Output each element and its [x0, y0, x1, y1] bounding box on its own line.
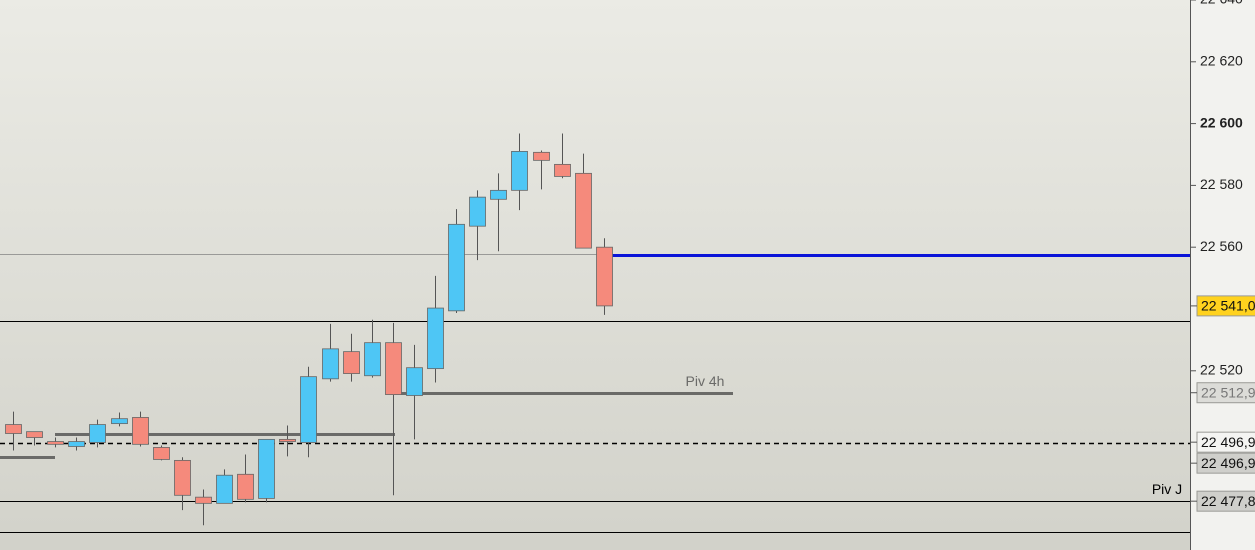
candle-body — [364, 342, 381, 377]
price-tag-label: 22 477,8 — [1201, 493, 1255, 509]
candle-body — [5, 424, 22, 434]
candle-body — [406, 367, 423, 396]
price-tag-label: 22 496,9 — [1201, 434, 1255, 450]
candle-body — [237, 473, 254, 500]
price-tag-label: 22 541,0 — [1201, 298, 1255, 314]
candle-body — [448, 223, 465, 312]
price-tag-label: 22 496,9 — [1201, 455, 1255, 471]
candle-body — [385, 342, 402, 395]
candle-body — [153, 447, 170, 460]
candle-body — [322, 348, 339, 380]
level-label: Piv J — [1152, 481, 1182, 497]
candle-body — [174, 459, 191, 496]
candle-body — [300, 376, 317, 443]
y-tick-label: 22 600 — [1200, 114, 1243, 130]
candle-body — [89, 424, 106, 443]
candle-body — [490, 189, 507, 200]
candle-body — [469, 196, 486, 227]
candle-body — [511, 151, 528, 191]
y-tick-label: 22 520 — [1200, 361, 1243, 377]
candle-body — [68, 441, 85, 447]
candle-body — [216, 474, 233, 504]
candle-body — [554, 163, 571, 177]
candle-body — [47, 441, 64, 445]
candle-body — [26, 431, 43, 438]
y-tick-label: 22 620 — [1200, 53, 1243, 69]
price-tag-label: 22 512,9 — [1201, 384, 1255, 400]
y-tick-label: 22 580 — [1200, 176, 1243, 192]
candle-body — [279, 438, 296, 442]
level-label: Piv 4h — [686, 373, 725, 389]
y-tick-label: 22 560 — [1200, 238, 1243, 254]
candle-body — [533, 151, 550, 161]
candle-body — [596, 246, 613, 307]
candle-body — [575, 172, 592, 249]
candle-body — [427, 307, 444, 370]
y-tick-label: 22 640 — [1200, 0, 1243, 7]
plot-background — [0, 0, 1190, 550]
candle-body — [111, 418, 128, 425]
candle-body — [343, 351, 360, 374]
candle-body — [258, 438, 275, 499]
candle-body — [195, 496, 212, 504]
candle-body — [132, 417, 149, 445]
